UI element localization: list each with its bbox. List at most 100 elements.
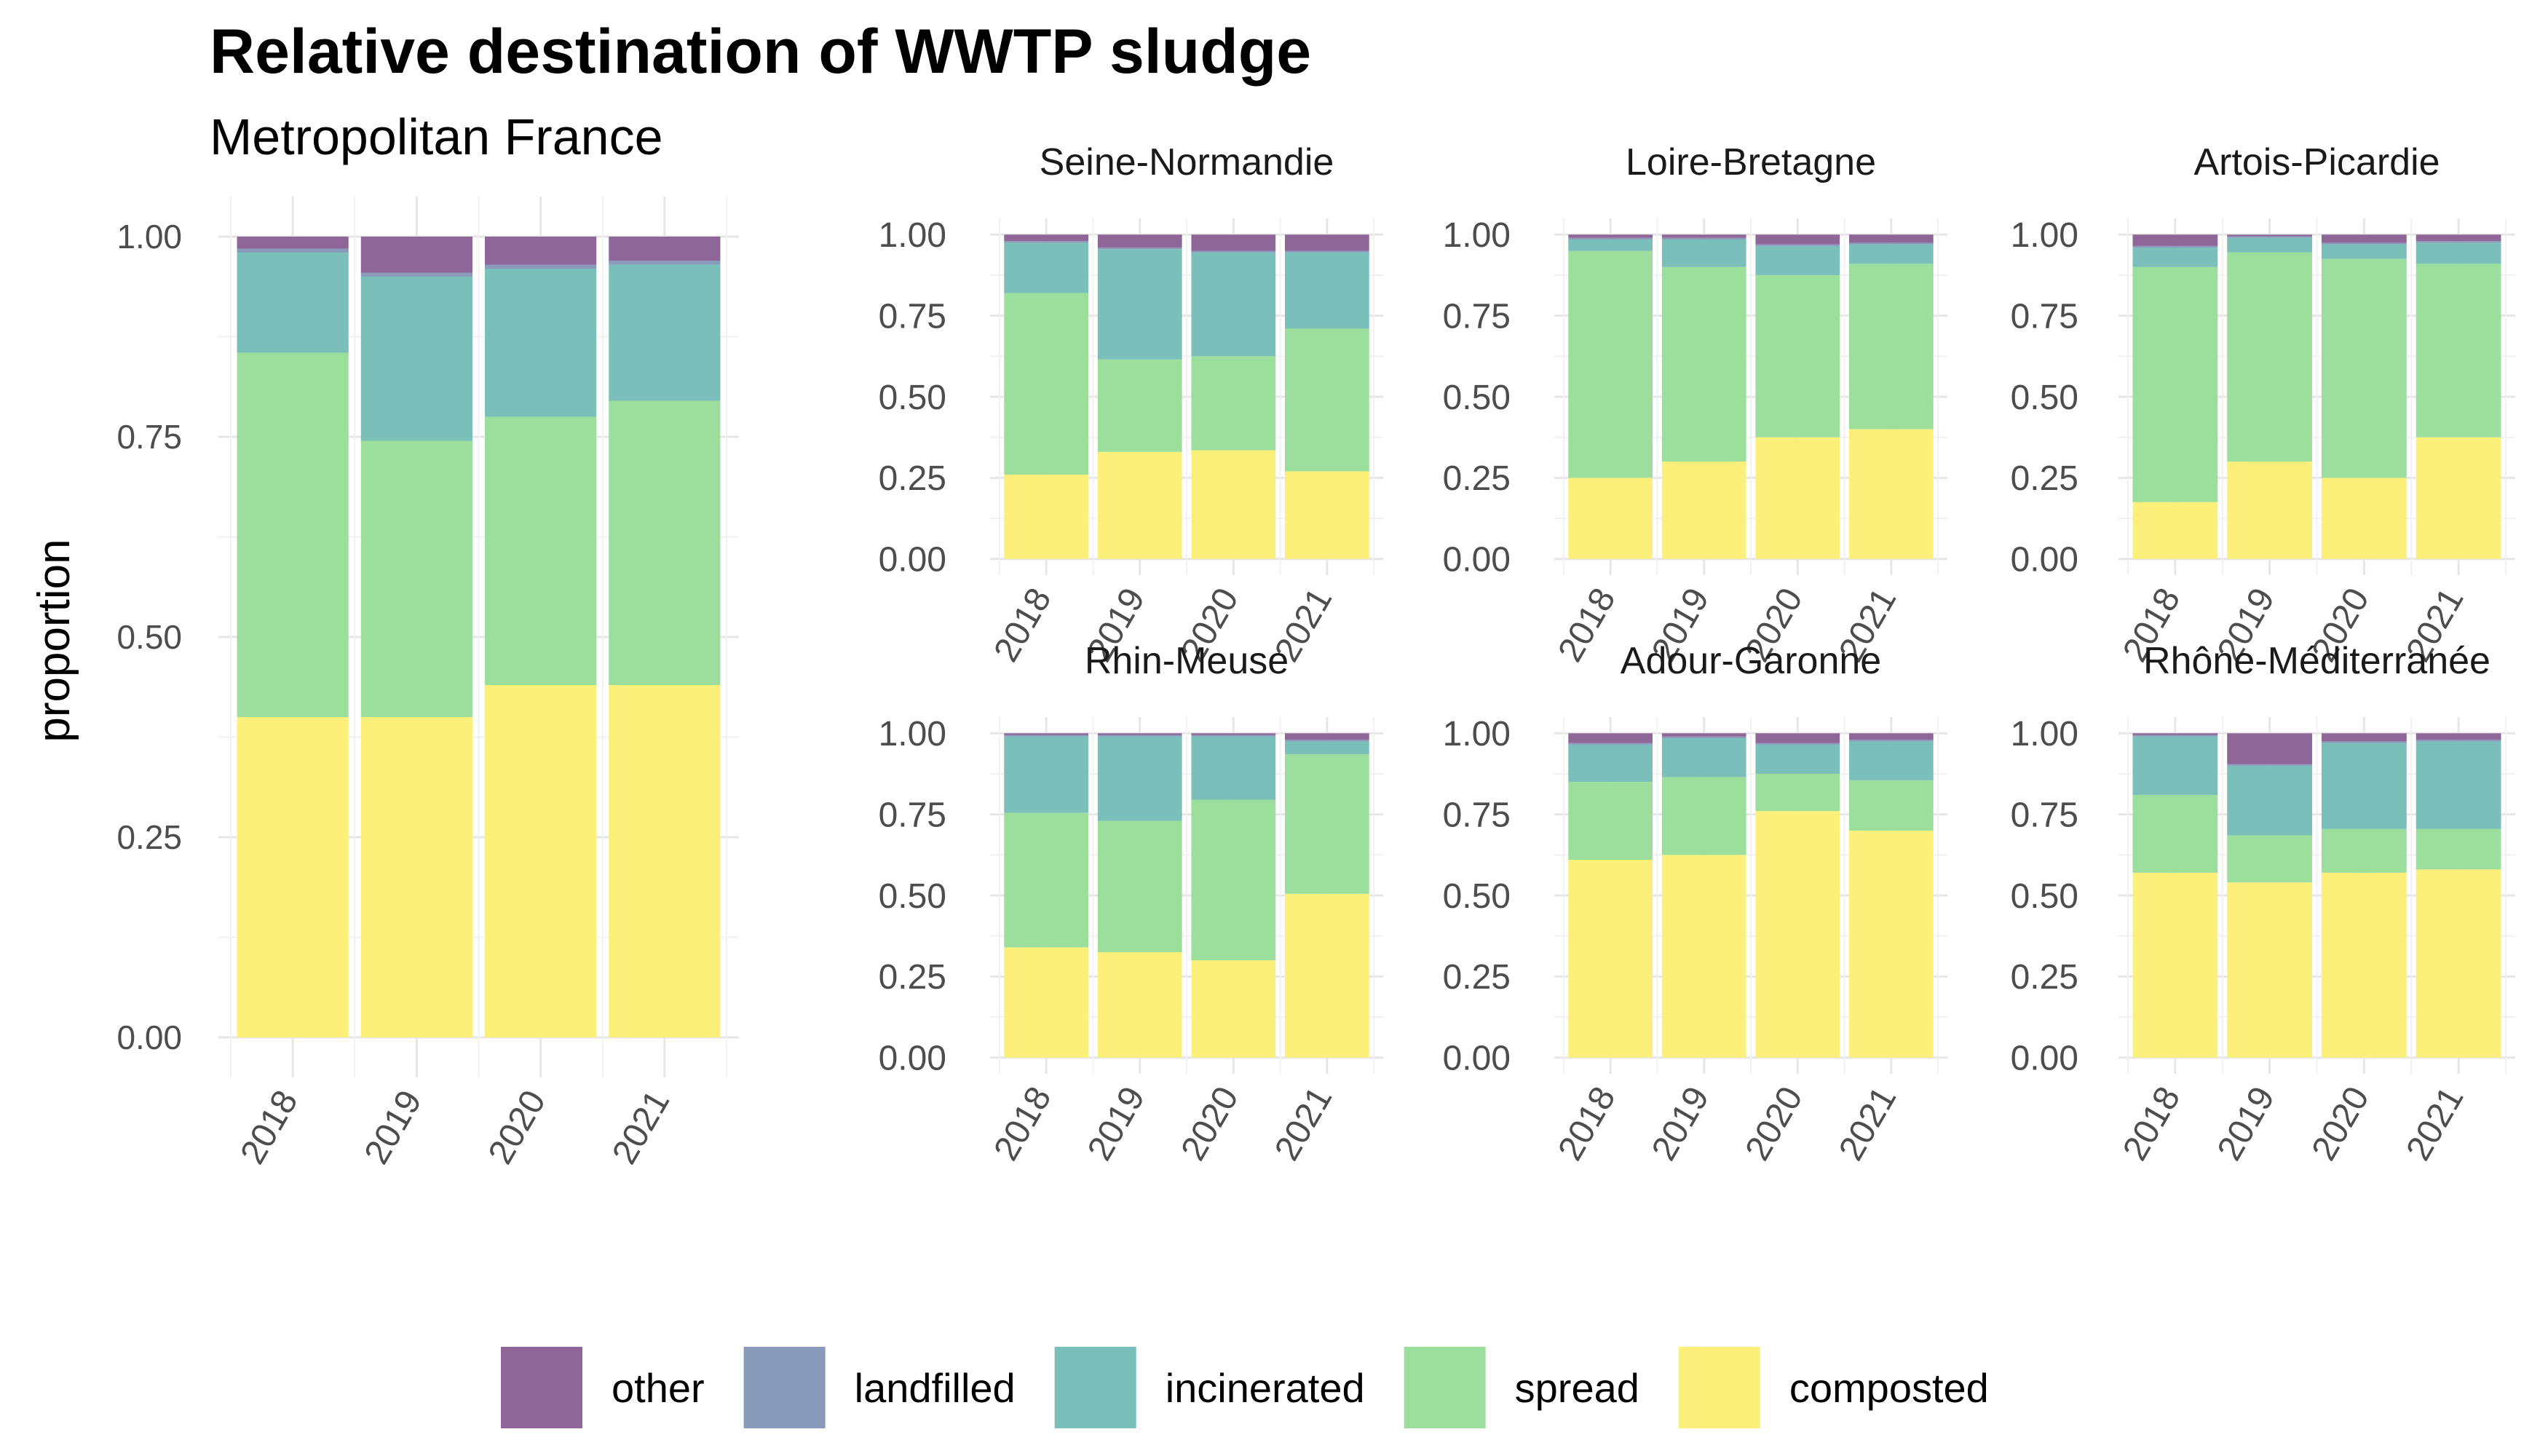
bar-composted-2019 <box>360 717 472 1037</box>
bar-incinerated-2021 <box>1849 741 1934 780</box>
bar-spread-2019 <box>1097 820 1182 952</box>
y-tick-label: 0.75 <box>2011 796 2078 834</box>
bar-other-2021 <box>1285 733 1369 740</box>
legend-key-spread <box>1404 1347 1486 1428</box>
bar-incinerated-2021 <box>2416 242 2501 264</box>
panel-rhin-meuse: 0.00 0.25 0.50 0.75 1.00 2018 2019 2020 2021 Rhin… <box>879 640 1383 1167</box>
facet-title: Adour-Garonne <box>1621 640 1881 682</box>
bar-spread-2020 <box>1755 773 1840 812</box>
bar-spread-2020 <box>1191 799 1276 961</box>
y-tick-label: 0.75 <box>116 418 182 456</box>
bar-composted-2018 <box>2132 502 2218 559</box>
bar-landfilled-2020 <box>1755 244 1840 246</box>
bar-spread-2020 <box>2321 258 2407 478</box>
bar-landfilled-2020 <box>2321 242 2407 245</box>
bar-other-2020 <box>2321 234 2407 243</box>
bar-other-2021 <box>1849 234 1934 243</box>
y-tick-label: 0.75 <box>1443 796 1511 834</box>
bar-incinerated-2019 <box>1661 737 1746 778</box>
legend: other landfilled incinerated spread composte… <box>501 1347 1989 1428</box>
bar-landfilled-2019 <box>1661 736 1746 738</box>
y-tick-label: 0.75 <box>879 297 946 336</box>
bar-composted-2021 <box>1849 830 1934 1058</box>
y-tick-label: 0.50 <box>879 379 946 417</box>
bar-other-2019 <box>1661 733 1746 737</box>
y-tick-label: 1.00 <box>1443 216 1511 255</box>
bar-landfilled-2019 <box>1097 735 1182 737</box>
bar-incinerated-2018 <box>1004 242 1088 293</box>
legend-key-incinerated <box>1054 1347 1136 1428</box>
bar-composted-2019 <box>1097 951 1182 1058</box>
x-tick-label: 2020 <box>1174 1080 1246 1167</box>
facet-title: Rhône-Méditerranée <box>2143 640 2490 682</box>
bar-composted-2019 <box>2227 462 2313 559</box>
bar-other-2018 <box>1568 234 1653 238</box>
bar-incinerated-2018 <box>2132 248 2218 267</box>
facet-title: Artois-Picardie <box>2193 141 2440 183</box>
bar-spread-2019 <box>1661 266 1746 462</box>
bar-landfilled-2021 <box>1849 740 1934 742</box>
y-axis-title: proportion <box>29 539 79 742</box>
x-tick-label: 2019 <box>1645 1080 1717 1167</box>
y-tick-label: 0.00 <box>879 1040 946 1078</box>
bar-incinerated-2018 <box>2132 736 2218 795</box>
y-tick-label: 0.25 <box>879 958 946 997</box>
bar-spread-2018 <box>1568 782 1653 860</box>
bar-composted-2020 <box>1191 450 1276 559</box>
bar-other-2018 <box>2132 733 2218 735</box>
bar-other-2019 <box>1661 234 1746 238</box>
y-tick-label: 1.00 <box>2011 216 2078 255</box>
bar-incinerated-2020 <box>1755 245 1840 275</box>
bar-landfilled-2020 <box>1755 743 1840 745</box>
bar-other-2019 <box>1097 234 1182 248</box>
bar-other-2020 <box>1191 733 1276 735</box>
bar-other-2020 <box>2321 733 2407 742</box>
bar-composted-2019 <box>1097 451 1182 559</box>
x-tick-label: 2019 <box>2210 1080 2282 1167</box>
bar-incinerated-2020 <box>1191 736 1276 800</box>
bar-landfilled-2021 <box>1285 740 1369 742</box>
bar-composted-2019 <box>1661 462 1746 559</box>
bar-landfilled-2021 <box>2416 740 2501 742</box>
bar-incinerated-2019 <box>1097 249 1182 360</box>
facet-title: Seine-Normandie <box>1040 141 1334 183</box>
legend-item-landfilled: landfilled <box>743 1347 1016 1428</box>
bar-composted-2020 <box>1755 437 1840 559</box>
legend-label: composted <box>1789 1365 1989 1411</box>
y-tick-label: 1.00 <box>2011 715 2078 753</box>
bar-landfilled-2018 <box>1568 743 1653 745</box>
bar-other-2021 <box>1849 733 1934 740</box>
legend-key-other <box>501 1347 582 1428</box>
y-tick-label: 0.00 <box>116 1018 182 1056</box>
bar-spread-2020 <box>1191 356 1276 451</box>
x-tick-label: 2021 <box>1267 1080 1340 1167</box>
legend-item-composted: composted <box>1678 1347 1989 1428</box>
bar-landfilled-2021 <box>1285 250 1369 253</box>
bar-incinerated-2021 <box>2416 741 2501 829</box>
bar-spread-2018 <box>1004 812 1088 948</box>
y-tick-label: 0.00 <box>1443 1040 1511 1078</box>
bar-landfilled-2020 <box>1191 250 1276 253</box>
y-tick-label: 0.00 <box>879 541 946 579</box>
y-tick-label: 0.50 <box>2011 877 2078 916</box>
bar-composted-2018 <box>1568 860 1653 1058</box>
y-tick-label: 0.25 <box>2011 958 2078 997</box>
y-tick-label: 0.75 <box>1443 297 1511 336</box>
bar-composted-2021 <box>609 685 721 1037</box>
legend-item-other: other <box>501 1347 705 1428</box>
bar-spread-2021 <box>2416 264 2501 438</box>
bar-spread-2021 <box>2416 828 2501 870</box>
y-tick-label: 0.25 <box>1443 958 1511 997</box>
y-tick-label: 1.00 <box>879 715 946 753</box>
chart-title: Relative destination of WWTP sludge <box>210 17 1312 87</box>
bar-landfilled-2020 <box>1191 735 1276 737</box>
bar-composted-2021 <box>1285 471 1369 559</box>
bar-composted-2020 <box>1191 960 1276 1058</box>
legend-label: spread <box>1515 1365 1639 1411</box>
bar-incinerated-2019 <box>1097 736 1182 821</box>
bar-spread-2020 <box>485 416 597 685</box>
